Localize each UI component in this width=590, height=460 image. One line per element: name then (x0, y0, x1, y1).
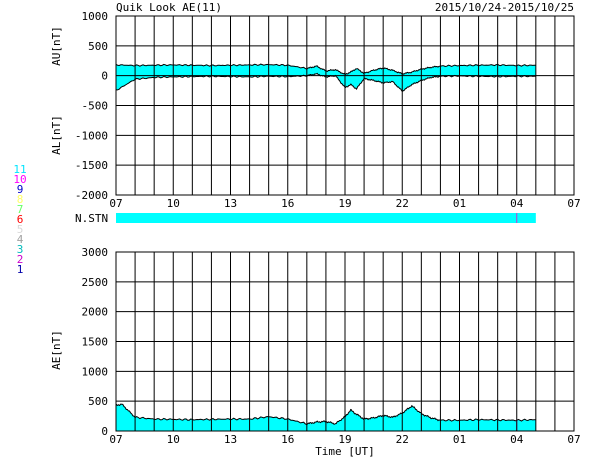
ae-ytick-label: 0 (101, 425, 108, 438)
au-xtick-label: 04 (510, 197, 524, 210)
ae-ytick-label: 2000 (82, 306, 109, 319)
au-ytick-label: 1000 (82, 10, 109, 23)
au-xtick-label: 19 (338, 197, 351, 210)
ae-line (116, 403, 536, 426)
legend-number: 10 (13, 173, 26, 186)
al-axis-label: AL[nT] (50, 115, 63, 155)
ae-xtick-label: 16 (281, 433, 294, 446)
au-ytick-label: 0 (101, 70, 108, 83)
au-frame (115, 15, 575, 196)
au-xtick-label: 16 (281, 197, 294, 210)
station-count-panel: N.STN (75, 212, 536, 225)
au-xtick-label: 22 (396, 197, 409, 210)
ae-xtick-label: 13 (224, 433, 237, 446)
legend-number: 1 (17, 263, 24, 276)
nstn-label: N.STN (75, 212, 108, 225)
ae-axis-label: AE[nT] (50, 330, 63, 370)
au-axis-label: AU[nT] (50, 26, 63, 66)
ae-xtick-label: 01 (453, 433, 466, 446)
nstn-bar (116, 213, 536, 223)
time-axis-label: Time [UT] (315, 445, 375, 458)
au-ytick-label: -1500 (75, 159, 108, 172)
au-al-band (116, 64, 536, 92)
ae-ytick-label: 1000 (82, 365, 109, 378)
au-ytick-label: 500 (88, 40, 108, 53)
ae-frame (115, 251, 575, 432)
legend-number: 2 (17, 253, 24, 266)
ae-xtick-label: 07 (567, 433, 580, 446)
au-xtick-label: 01 (453, 197, 466, 210)
ae-ytick-label: 3000 (82, 246, 109, 259)
legend-number: 7 (17, 203, 24, 216)
ae-ytick-label: 2500 (82, 276, 109, 289)
ae-xtick-label: 10 (167, 433, 180, 446)
au-xtick-label: 07 (109, 197, 122, 210)
legend-number: 5 (17, 223, 24, 236)
au-ytick-label: -2000 (75, 189, 108, 202)
ae-xtick-label: 22 (396, 433, 409, 446)
ae-xtick-label: 07 (109, 433, 122, 446)
legend-number: 4 (17, 233, 24, 246)
legend-number: 11 (13, 163, 26, 176)
legend-number: 9 (17, 183, 24, 196)
legend-number: 3 (17, 243, 24, 256)
ae-area (116, 404, 536, 431)
au-xtick-label: 10 (167, 197, 180, 210)
ae-xtick-label: 04 (510, 433, 524, 446)
au-al-panel: 1000 500 0 -500 -1000 -1500 -2000 07 10 13 16 19 22… (50, 10, 581, 210)
ae-ytick-label: 1500 (82, 336, 109, 349)
au-ytick-label: -1000 (75, 129, 108, 142)
legend-number: 8 (17, 193, 24, 206)
au-ytick-label: -500 (82, 100, 109, 113)
ae-ytick-label: 500 (88, 395, 108, 408)
ae-xtick-label: 19 (338, 433, 351, 446)
ae-panel: 3000 2500 2000 1500 1000 500 0 07 10 13 16 19 22 01 0… (50, 246, 581, 458)
chart-title: Quik Look AE(11) (116, 1, 222, 14)
legend-number: 6 (17, 213, 24, 226)
date-range: 2015/10/24-2015/10/25 (435, 1, 574, 14)
au-xtick-label: 13 (224, 197, 237, 210)
au-xtick-label: 07 (567, 197, 580, 210)
